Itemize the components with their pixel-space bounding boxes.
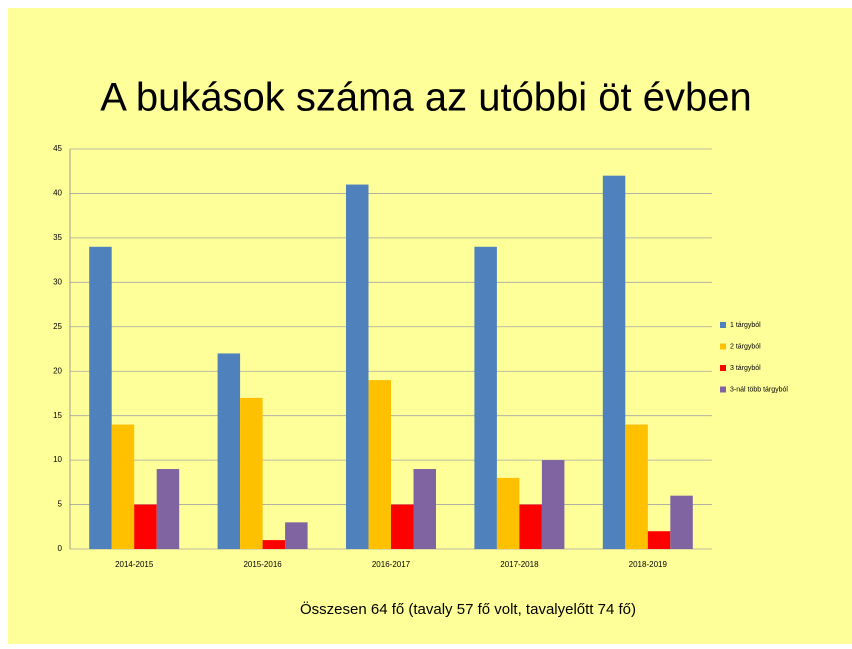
chart-title: A bukások száma az utóbbi öt évben — [100, 76, 752, 120]
legend-label: 1 tárgyból — [730, 322, 761, 329]
bar — [474, 246, 497, 549]
legend-swatch — [720, 365, 726, 371]
bar — [368, 380, 391, 549]
y-tick-label: 35 — [53, 233, 62, 242]
bar — [346, 184, 369, 550]
bar — [413, 469, 436, 549]
bar — [285, 522, 308, 549]
y-tick-label: 45 — [53, 144, 62, 153]
x-tick-label: 2015-2016 — [243, 560, 282, 569]
legend-swatch — [720, 386, 726, 393]
bar — [262, 540, 286, 549]
legend-label: 3 tárgyból — [730, 365, 761, 372]
legend-swatch — [720, 322, 726, 328]
legend-label: 3-nál több tárgyból — [730, 386, 788, 393]
bar — [111, 424, 135, 549]
bar — [625, 424, 648, 549]
bar — [496, 477, 520, 549]
y-tick-label: 10 — [53, 455, 62, 464]
bar — [156, 469, 180, 549]
y-tick-label: 5 — [58, 500, 63, 509]
bar — [602, 175, 626, 549]
bar — [541, 460, 565, 549]
x-tick-label: 2018-2019 — [629, 560, 668, 569]
legend-swatch — [720, 343, 726, 350]
y-tick-label: 20 — [53, 366, 62, 375]
x-tick-label: 2014-2015 — [115, 560, 154, 569]
x-tick-label: 2017-2018 — [500, 560, 539, 569]
y-tick-label: 30 — [53, 277, 62, 286]
bar — [217, 353, 241, 549]
y-tick-label: 15 — [53, 411, 62, 420]
footnote: Összesen 64 fő (tavaly 57 fő volt, taval… — [300, 600, 636, 618]
bar — [134, 504, 157, 549]
y-tick-label: 0 — [58, 544, 63, 553]
bar — [240, 397, 263, 549]
x-tick-label: 2016-2017 — [372, 560, 411, 569]
bar — [89, 246, 112, 549]
bar — [647, 531, 671, 549]
bar — [670, 495, 693, 549]
y-tick-label: 25 — [53, 322, 62, 331]
bar — [391, 504, 414, 549]
bar — [519, 504, 542, 549]
legend-label: 2 tárgyból — [730, 343, 761, 350]
y-tick-label: 40 — [53, 189, 62, 198]
